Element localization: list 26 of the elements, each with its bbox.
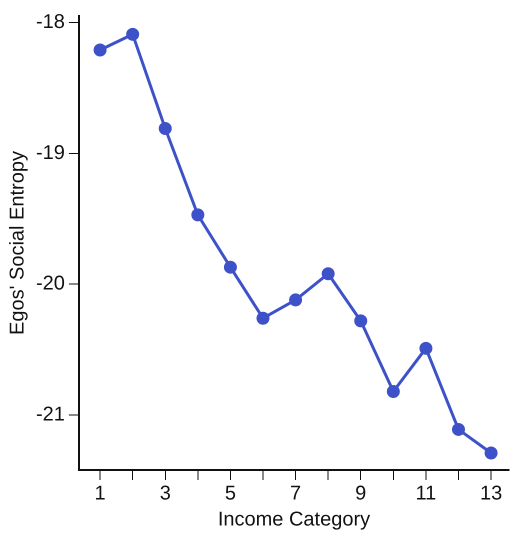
point <box>126 28 140 41</box>
point <box>224 260 237 274</box>
x-tick-label: 3 <box>160 482 171 505</box>
point <box>484 446 498 460</box>
point <box>322 267 335 280</box>
x-tick-label: 9 <box>355 482 366 505</box>
x-tick-label: 1 <box>94 482 106 505</box>
point <box>386 385 400 398</box>
y-tick-label: -21 <box>36 404 65 426</box>
x-tick-label: 13 <box>480 482 502 505</box>
y-tick-label: -18 <box>36 11 65 34</box>
x-tick-label: 7 <box>290 482 302 505</box>
y-tick-label: -19 <box>36 142 65 164</box>
point <box>256 312 270 325</box>
point <box>354 314 368 328</box>
x-tick-label: 5 <box>224 482 236 505</box>
x-tick-label: 11 <box>416 482 436 505</box>
y-tick-label: -20 <box>36 272 65 295</box>
point <box>289 293 302 306</box>
point <box>419 342 432 355</box>
x-axis-title: Income Category <box>218 508 370 531</box>
y-axis-title: Egos' Social Entropy <box>6 151 29 335</box>
point <box>94 44 107 57</box>
point <box>158 122 172 136</box>
point <box>191 208 204 222</box>
point <box>452 422 465 436</box>
